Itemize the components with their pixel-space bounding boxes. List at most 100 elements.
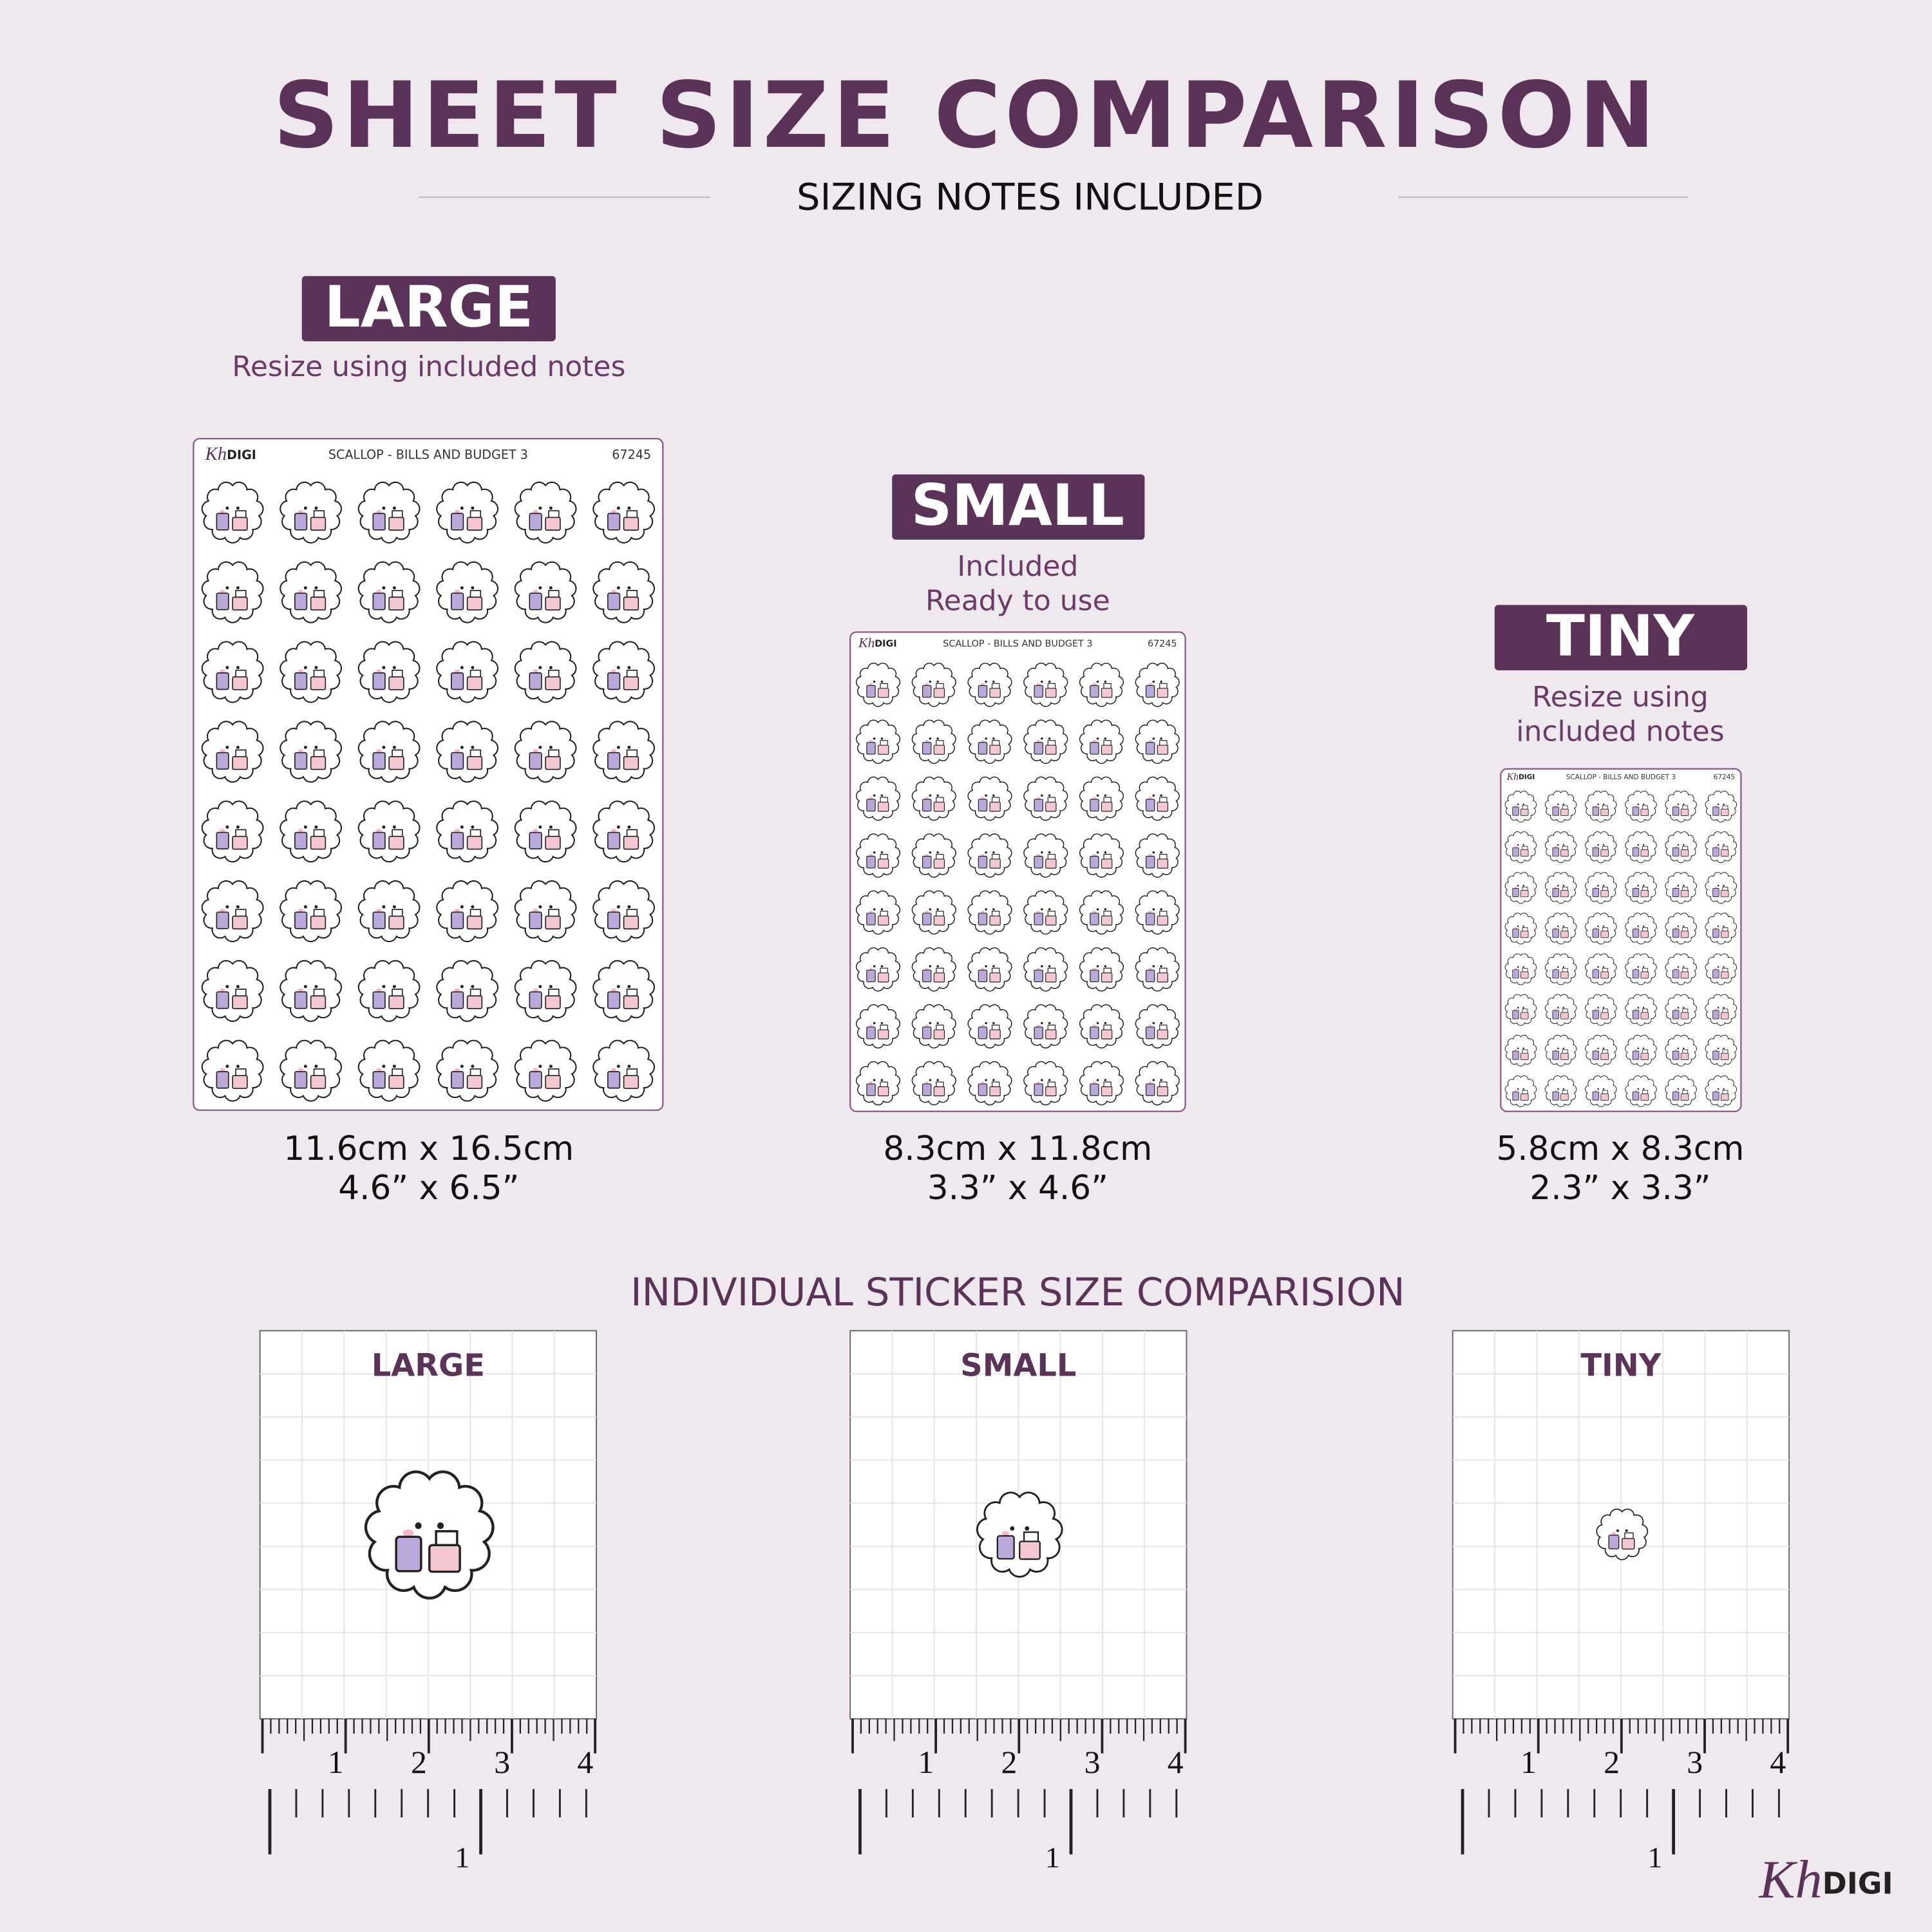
ruler-cm-label: 4 [1770,1745,1786,1780]
sticker-eye [985,851,987,854]
sticker [1585,953,1617,985]
sticker-blush [1554,968,1557,970]
sticker-wallet [1720,931,1729,938]
sticker-wallet [877,858,889,869]
sticker-blush [1554,805,1557,807]
sticker [1504,872,1537,904]
sticker-wallet [1640,1012,1649,1019]
sticker-blush [611,829,617,833]
sticker-eye [1557,966,1559,968]
sticker [1665,872,1697,904]
sticker-eye [1723,925,1725,927]
sticker-calculator [1034,969,1043,983]
sticker-eye [1683,803,1685,806]
sticker-wallet [1680,890,1689,898]
sticker-calculator [450,831,464,849]
sticker-eye [1717,1047,1719,1050]
sticker [1705,953,1738,985]
sticker-wallet [232,915,248,930]
size-in: 3.3” x 4.6” [927,1169,1108,1208]
sticker-eye [1522,844,1524,846]
sticker-calculator [1672,806,1680,816]
sticker [1625,790,1657,823]
sticker-wallet [388,756,404,770]
sticker-eye [929,965,932,968]
sticker-eye [1637,884,1640,887]
sticker [911,833,956,878]
sticker-blush [925,683,929,686]
sticker-eye [1522,1047,1524,1050]
sticker-calculator [294,991,308,1009]
sticker-eye [1152,737,1155,740]
ruler-cm-label: 3 [494,1745,510,1780]
sticker-blush [533,829,538,833]
sticker [1625,831,1657,864]
sticker-eye [471,586,475,590]
sticker-eye [225,586,229,590]
sticker-eye [1683,966,1685,968]
sticker-blush [533,749,538,753]
sticker-blush [1611,1532,1616,1535]
sticker [436,800,499,863]
sticker-eye [549,1065,553,1068]
sticker-calculator [1712,1091,1719,1101]
sticker [201,721,264,783]
sticker [855,1061,901,1106]
sticker-calculator [1608,1535,1620,1549]
size-badge-label: SMALL [911,472,1124,538]
sticker-calculator [607,1071,621,1089]
sticker-wallet [466,995,483,1010]
sticker-eye [1096,965,1099,968]
sticker-blush [925,853,929,857]
sticker-calculator [1712,969,1719,979]
sheet-title: SCALLOP - BILLS AND BUDGET 3 [943,639,1092,649]
sticker-calculator [1672,969,1680,979]
sticker [1079,719,1124,764]
sticker-eye [929,680,932,683]
sticker-eye [1625,1529,1628,1532]
sticker [514,721,577,783]
sticker-wallet [989,801,1001,812]
sticker-eye [1637,925,1640,927]
sticker [201,641,264,703]
sticker-wallet [933,858,945,869]
sticker [1625,872,1657,904]
sticker-wallet [1101,744,1113,755]
sticker-wallet [1101,1029,1113,1039]
sticker-blush [869,967,873,970]
sticker-blush [1036,797,1041,799]
sticker-eye [1104,1079,1107,1081]
sticker-eye [1683,884,1685,887]
sticker-wallet [1045,972,1057,983]
sticker-eye [616,985,620,989]
sticker-wallet [1560,808,1569,816]
sticker-wallet [1560,1093,1569,1101]
sticker-blush [454,1068,460,1072]
sticker-eye [627,825,631,829]
sticker-eye [627,586,631,590]
sticker-eye [1025,1526,1030,1531]
sticker-blush [454,509,460,513]
sticker [1504,790,1537,823]
sticker-eye [1096,851,1099,854]
sticker-wallet [1720,808,1729,816]
sticker-calculator [922,685,932,698]
ruler-cm-label: 4 [1168,1745,1184,1780]
sticker-eye [303,745,307,749]
sticker-calculator [1145,913,1155,925]
sticker-eye [1160,1079,1162,1081]
sticker-wallet [1045,858,1057,869]
sticker-blush [1554,1049,1557,1051]
sticker-blush [376,829,382,833]
sticker-eye [382,905,386,909]
sticker-blush [925,911,929,913]
sticker-blush [220,829,225,833]
sticker-eye [1723,844,1725,846]
sticker-blush [1674,846,1678,848]
sticker-eye [1683,1007,1685,1009]
sticker-eye [1104,908,1107,911]
sticker-wallet [1045,801,1057,812]
sticker-calculator [1632,1050,1640,1060]
sticker-wallet [1720,1012,1729,1019]
sticker-calculator [1145,969,1155,983]
